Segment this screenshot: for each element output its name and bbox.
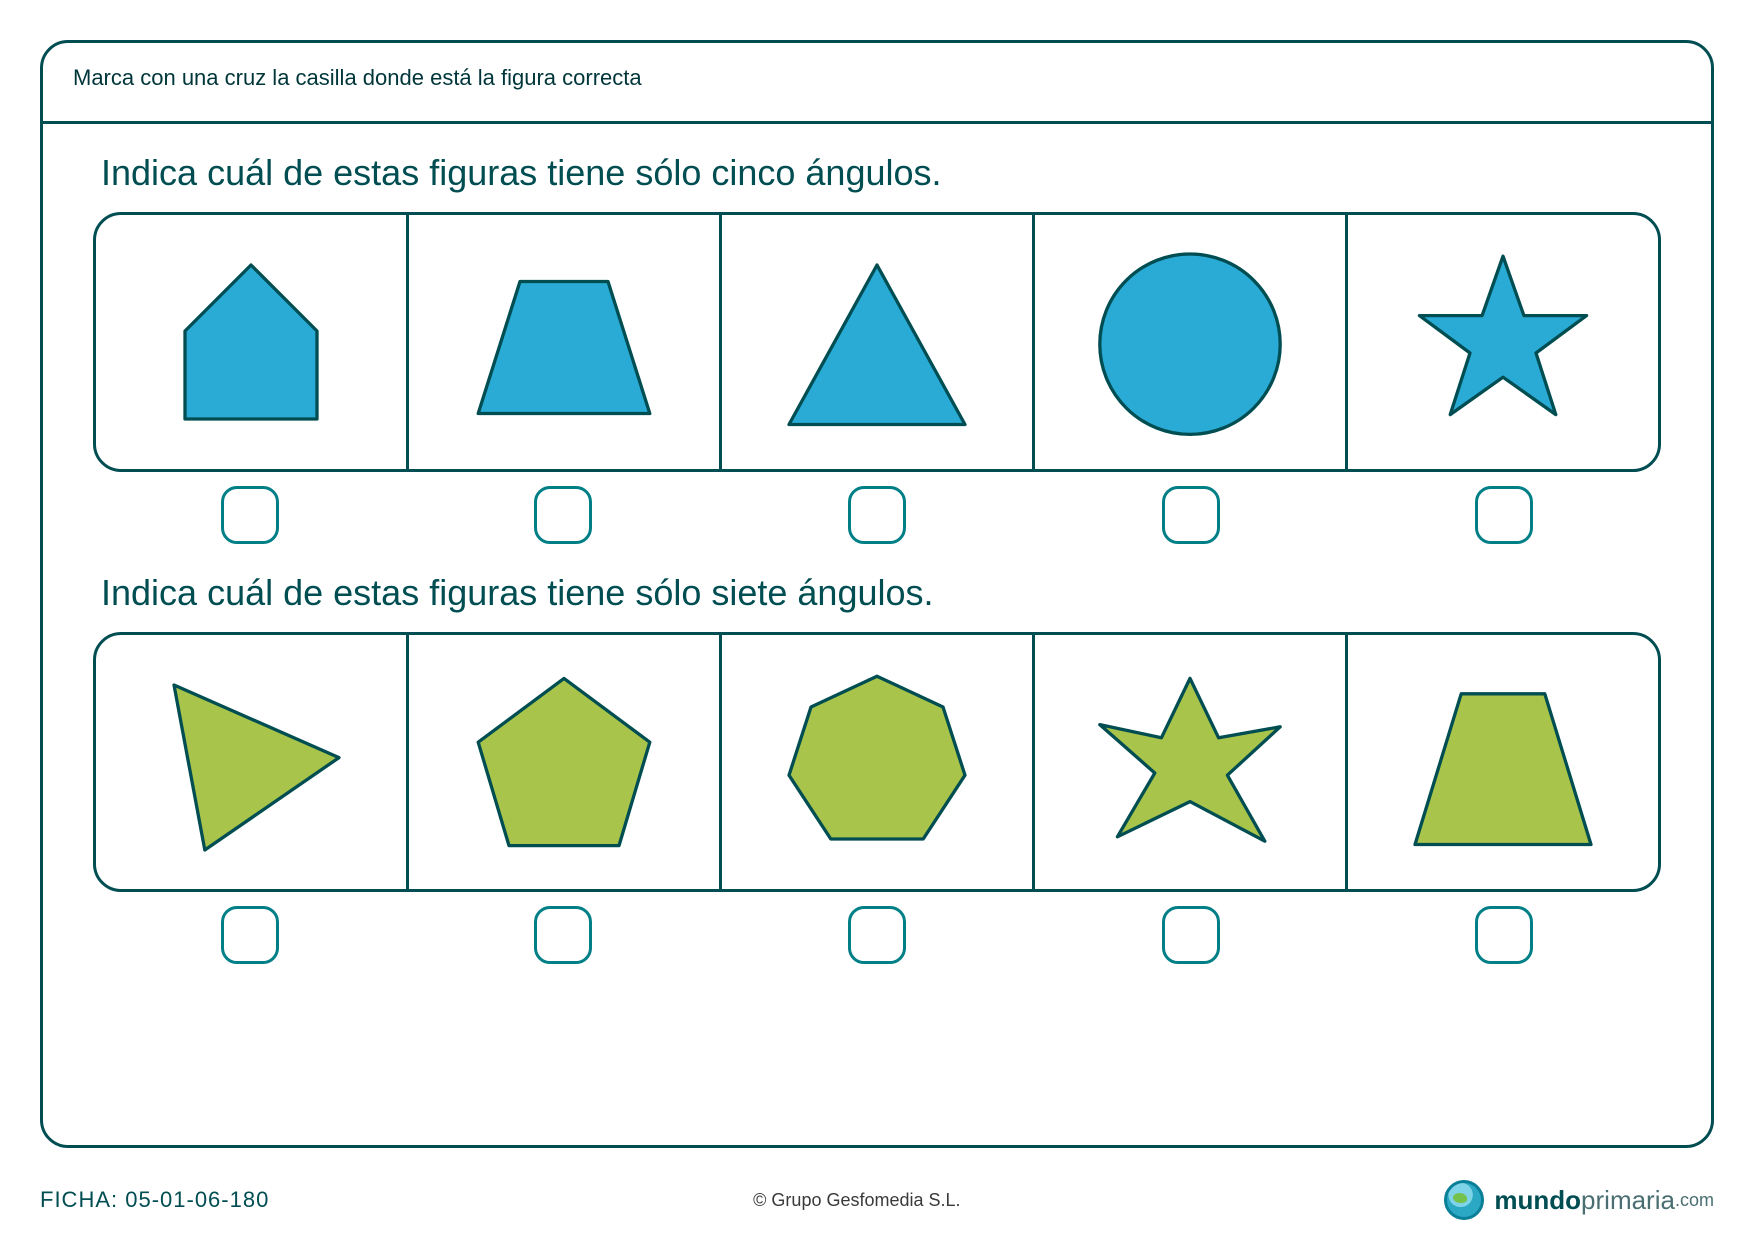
shape-cell bbox=[96, 215, 406, 469]
shape-cell bbox=[406, 215, 719, 469]
question-prompt: Indica cuál de estas figuras tiene sólo … bbox=[101, 572, 1661, 614]
checkbox-slot bbox=[1034, 486, 1348, 544]
answer-checkbox[interactable] bbox=[221, 906, 279, 964]
worksheet-page: Marca con una cruz la casilla donde está… bbox=[0, 0, 1754, 1240]
copyright: © Grupo Gesfomedia S.L. bbox=[753, 1190, 960, 1211]
instruction-text: Marca con una cruz la casilla donde está… bbox=[73, 65, 642, 90]
instruction-band: Marca con una cruz la casilla donde está… bbox=[43, 43, 1711, 124]
shape-cell bbox=[719, 215, 1032, 469]
content-area: Indica cuál de estas figuras tiene sólo … bbox=[43, 124, 1711, 964]
shape-cell bbox=[406, 635, 719, 889]
answer-checkbox[interactable] bbox=[534, 486, 592, 544]
checkbox-slot bbox=[1347, 486, 1661, 544]
answer-checkbox[interactable] bbox=[534, 906, 592, 964]
star-icon bbox=[1393, 232, 1613, 452]
checkbox-slot bbox=[1034, 906, 1348, 964]
pentagon-house-icon bbox=[141, 232, 361, 452]
shape-cell bbox=[1032, 635, 1345, 889]
shape-cell bbox=[1345, 635, 1658, 889]
brand-logo: mundoprimaria.com bbox=[1444, 1180, 1714, 1220]
checkbox-slot bbox=[407, 486, 721, 544]
shape-cell bbox=[719, 635, 1032, 889]
circle-icon bbox=[1080, 232, 1300, 452]
shape-cell bbox=[1032, 215, 1345, 469]
answer-checkbox[interactable] bbox=[1475, 486, 1533, 544]
answer-checkbox[interactable] bbox=[848, 906, 906, 964]
concave-star4-icon bbox=[1080, 652, 1300, 872]
shape-cell bbox=[1345, 215, 1658, 469]
globe-icon bbox=[1444, 1180, 1484, 1220]
shapes-strip bbox=[93, 632, 1661, 892]
brand-bold: mundo bbox=[1494, 1185, 1581, 1216]
shape-cell bbox=[96, 635, 406, 889]
checkbox-slot bbox=[93, 486, 407, 544]
checkbox-row bbox=[93, 486, 1661, 544]
checkbox-row bbox=[93, 906, 1661, 964]
answer-checkbox[interactable] bbox=[848, 486, 906, 544]
answer-checkbox[interactable] bbox=[1475, 906, 1533, 964]
checkbox-slot bbox=[93, 906, 407, 964]
heptagon-icon bbox=[767, 652, 987, 872]
answer-checkbox[interactable] bbox=[221, 486, 279, 544]
checkbox-slot bbox=[720, 906, 1034, 964]
answer-checkbox[interactable] bbox=[1162, 486, 1220, 544]
brand-suffix: .com bbox=[1675, 1190, 1714, 1211]
answer-checkbox[interactable] bbox=[1162, 906, 1220, 964]
trapezoid-icon bbox=[1393, 652, 1613, 872]
shapes-strip bbox=[93, 212, 1661, 472]
checkbox-slot bbox=[720, 486, 1034, 544]
checkbox-slot bbox=[407, 906, 721, 964]
trapezoid-icon bbox=[454, 232, 674, 452]
footer: FICHA: 05-01-06-180 © Grupo Gesfomedia S… bbox=[40, 1160, 1714, 1240]
outer-frame: Marca con una cruz la casilla donde está… bbox=[40, 40, 1714, 1148]
triangle-right-icon bbox=[141, 652, 361, 872]
triangle-icon bbox=[767, 232, 987, 452]
ficha-code: FICHA: 05-01-06-180 bbox=[40, 1187, 269, 1213]
checkbox-slot bbox=[1347, 906, 1661, 964]
brand-light: primaria bbox=[1581, 1185, 1675, 1216]
question-prompt: Indica cuál de estas figuras tiene sólo … bbox=[101, 152, 1661, 194]
pentagon-icon bbox=[454, 652, 674, 872]
